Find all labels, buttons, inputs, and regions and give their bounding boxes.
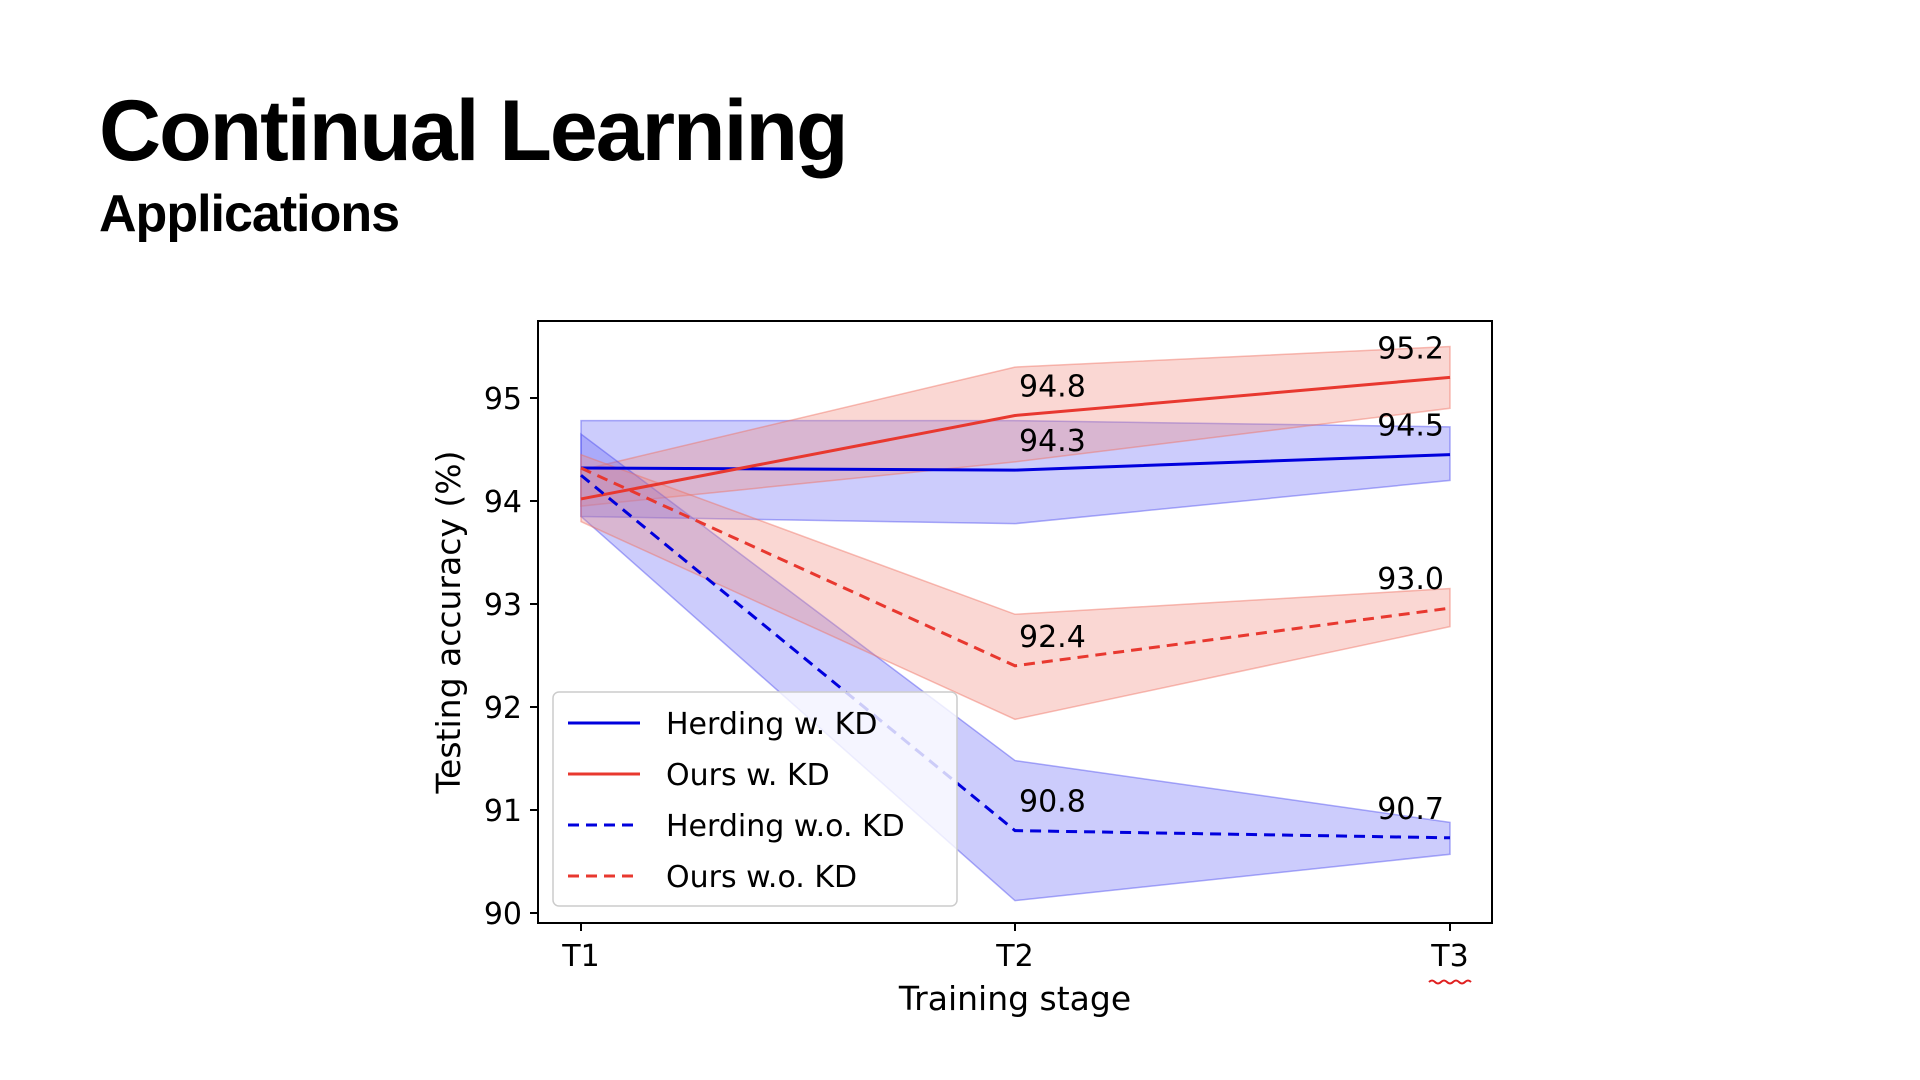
confidence-band bbox=[580, 419, 1451, 525]
y-tick-label: 94 bbox=[484, 485, 522, 520]
y-tick-label: 92 bbox=[484, 691, 522, 726]
series-lines bbox=[580, 375, 1451, 840]
legend-label: Herding w. KD bbox=[666, 707, 877, 742]
y-tick-label: 91 bbox=[484, 794, 522, 829]
legend-box bbox=[552, 691, 958, 907]
legend: Herding w. KD Ours w. KD Herding w.o. KD Ou… bbox=[552, 691, 958, 907]
x-tick-label: T3 bbox=[1430, 939, 1468, 974]
series-line bbox=[580, 474, 1451, 840]
data-label: 90.7 bbox=[1377, 792, 1444, 827]
legend-label: Herding w.o. KD bbox=[666, 809, 905, 844]
slide-subtitle: Applications bbox=[99, 185, 400, 243]
confidence-band bbox=[580, 432, 1451, 902]
legend-label: Ours w. KD bbox=[666, 758, 830, 793]
data-label: 94.3 bbox=[1019, 424, 1086, 459]
data-label: 93.0 bbox=[1377, 562, 1444, 597]
x-tick-label: T2 bbox=[995, 939, 1033, 974]
data-label: 90.8 bbox=[1019, 785, 1086, 820]
y-axis: 90 91 92 93 94 95 bbox=[484, 382, 538, 932]
data-label: 94.5 bbox=[1377, 409, 1444, 444]
y-tick-label: 90 bbox=[484, 897, 522, 932]
x-axis: T1 T2 T3 bbox=[561, 923, 1469, 974]
confidence-band bbox=[580, 345, 1451, 507]
y-tick-label: 95 bbox=[484, 382, 522, 417]
confidence-band bbox=[580, 453, 1451, 721]
data-labels: 94.3 94.5 94.8 95.2 90.8 90.7 92.4 93.0 bbox=[1019, 331, 1444, 826]
y-axis-label: Testing accuracy (%) bbox=[429, 451, 468, 795]
series-line bbox=[580, 466, 1451, 668]
data-label: 95.2 bbox=[1377, 331, 1444, 366]
data-label: 94.8 bbox=[1019, 370, 1086, 405]
series-line bbox=[580, 453, 1451, 472]
data-label: 92.4 bbox=[1019, 620, 1086, 655]
y-tick-label: 93 bbox=[484, 588, 522, 623]
legend-label: Ours w.o. KD bbox=[666, 860, 857, 895]
series-line bbox=[580, 375, 1451, 501]
x-tick-label: T1 bbox=[561, 939, 599, 974]
x-axis-label: Training stage bbox=[898, 979, 1131, 1018]
slide-title: Continual Learning bbox=[99, 83, 849, 179]
spellcheck-squiggle bbox=[1428, 979, 1472, 985]
confidence-bands bbox=[580, 345, 1451, 902]
